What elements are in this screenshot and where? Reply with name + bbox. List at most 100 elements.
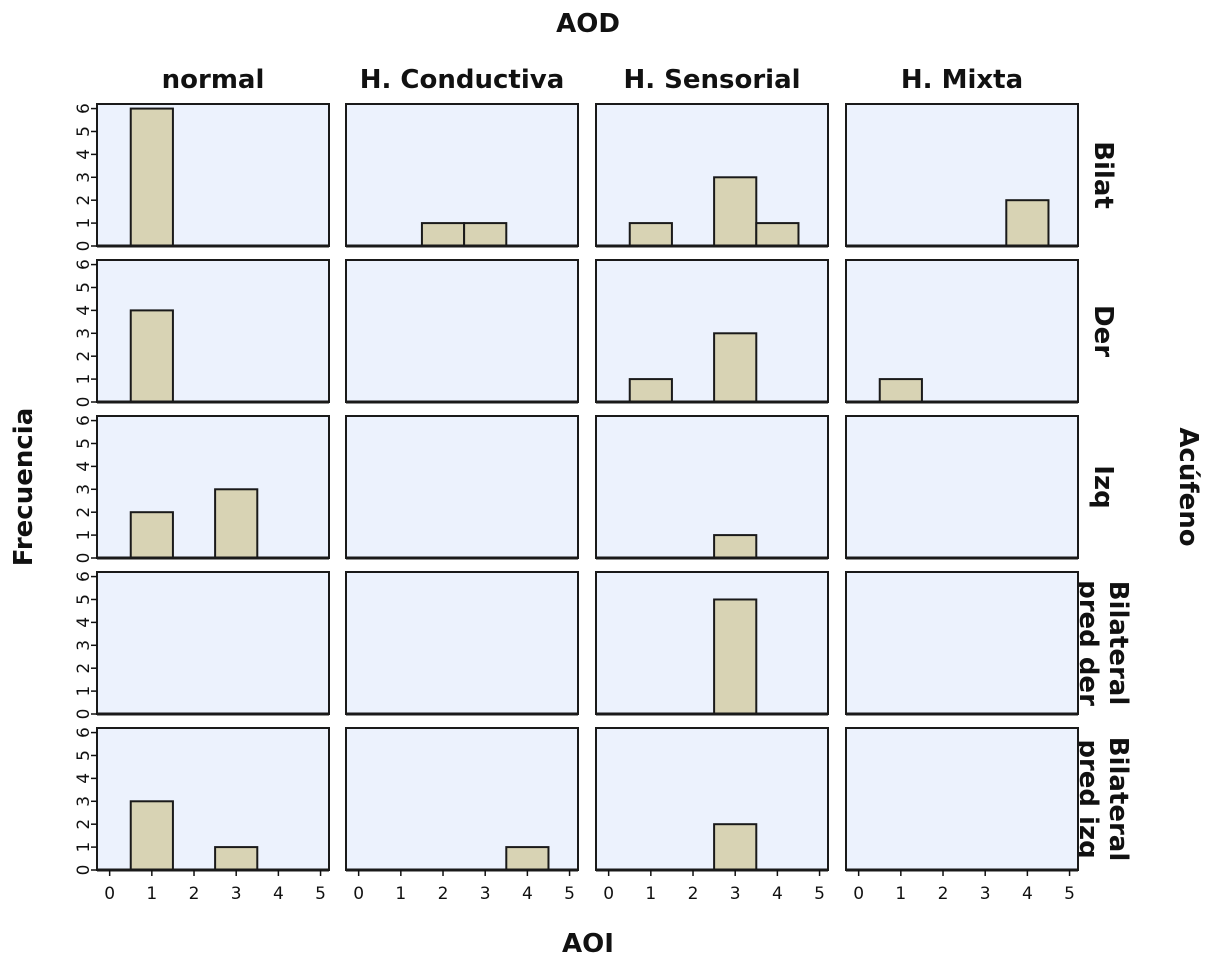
y-tick-label: 3 <box>74 484 94 495</box>
y-tick-label: 0 <box>74 553 94 564</box>
y-axis-label: Frecuencia <box>9 408 39 567</box>
y-tick-label: 1 <box>74 374 94 385</box>
x-tick-label: 1 <box>146 884 157 904</box>
column-strip-label: H. Sensorial <box>623 65 800 95</box>
x-tick-label: 5 <box>564 884 575 904</box>
x-tick-label: 1 <box>645 884 656 904</box>
bar <box>505 846 550 872</box>
y-tick-label: 4 <box>74 461 94 472</box>
y-tick-label: 6 <box>74 103 94 114</box>
y-tick-label: 1 <box>74 842 94 853</box>
x-tick-label: 0 <box>353 884 364 904</box>
y-tick-label: 6 <box>74 259 94 270</box>
y-tick-label: 1 <box>74 530 94 541</box>
panel-background <box>845 571 1079 715</box>
y-tick-label: 0 <box>74 241 94 252</box>
x-tick-label: 2 <box>438 884 449 904</box>
panel-grid: normal H. Conductiva H. Sensorial H. Mixta B… <box>74 65 1133 904</box>
y-tick-label: 3 <box>74 796 94 807</box>
panel-background <box>845 727 1079 871</box>
y-tick-label: 1 <box>74 686 94 697</box>
bar <box>129 309 174 403</box>
bar <box>713 534 758 560</box>
y-tick-label: 4 <box>74 617 94 628</box>
row-facet-title: Acúfeno <box>1173 427 1203 546</box>
bar <box>713 176 758 248</box>
x-tick-label: 3 <box>980 884 991 904</box>
x-tick-label: 0 <box>104 884 115 904</box>
y-tick-label: 5 <box>74 750 94 761</box>
y-tick-label: 2 <box>74 663 94 674</box>
x-tick-label: 4 <box>1022 884 1033 904</box>
y-tick-label: 0 <box>74 397 94 408</box>
panel-background <box>345 415 579 559</box>
bar <box>628 378 673 403</box>
y-tick-label: 3 <box>74 172 94 183</box>
x-tick-label: 0 <box>853 884 864 904</box>
bar <box>713 598 758 716</box>
panel-background <box>595 571 829 715</box>
bar <box>1005 199 1050 247</box>
bar <box>713 823 758 871</box>
y-tick-label: 3 <box>74 328 94 339</box>
row-strip-label: Der <box>1088 305 1118 357</box>
row-strip-label: Izq <box>1088 465 1118 508</box>
x-tick-label: 4 <box>772 884 783 904</box>
bar <box>129 800 174 872</box>
y-tick-label: 5 <box>74 282 94 293</box>
bar <box>129 511 174 559</box>
y-tick-label: 2 <box>74 195 94 206</box>
x-tick-label: 2 <box>688 884 699 904</box>
column-strip-label: H. Conductiva <box>360 65 565 95</box>
y-tick-label: 6 <box>74 415 94 426</box>
x-axis-label: AOI <box>562 929 614 958</box>
y-tick-label: 1 <box>74 218 94 229</box>
y-tick-label: 4 <box>74 305 94 316</box>
x-tick-label: 4 <box>273 884 284 904</box>
x-tick-label: 3 <box>480 884 491 904</box>
bar <box>420 222 466 247</box>
x-tick-label: 1 <box>895 884 906 904</box>
x-tick-label: 0 <box>603 884 614 904</box>
y-tick-label: 0 <box>74 865 94 876</box>
bar <box>755 222 800 247</box>
y-tick-label: 6 <box>74 727 94 738</box>
x-tick-label: 3 <box>231 884 242 904</box>
y-tick-label: 2 <box>74 507 94 518</box>
x-tick-label: 5 <box>315 884 326 904</box>
x-tick-label: 2 <box>938 884 949 904</box>
x-tick-label: 1 <box>395 884 406 904</box>
y-tick-label: 6 <box>74 571 94 582</box>
chart-title: AOD <box>556 9 620 39</box>
bar <box>214 488 259 559</box>
panel-background <box>96 571 330 715</box>
row-strip-label: Bilateral <box>1103 581 1133 706</box>
y-tick-label: 2 <box>74 351 94 362</box>
bar <box>713 332 758 403</box>
row-strip-label: Bilateral <box>1103 737 1133 862</box>
x-tick-label: 5 <box>814 884 825 904</box>
column-strip-label: normal <box>162 65 265 95</box>
bar <box>628 222 673 247</box>
y-tick-label: 4 <box>74 773 94 784</box>
x-tick-label: 2 <box>189 884 200 904</box>
column-strip-label: H. Mixta <box>901 65 1023 95</box>
y-tick-label: 4 <box>74 149 94 160</box>
y-tick-label: 5 <box>74 126 94 137</box>
row-strip-label: Bilat <box>1088 141 1118 209</box>
x-tick-label: 5 <box>1064 884 1075 904</box>
y-tick-label: 5 <box>74 438 94 449</box>
x-tick-label: 3 <box>730 884 741 904</box>
panel-background <box>845 415 1079 559</box>
y-tick-label: 5 <box>74 594 94 605</box>
x-tick-label: 4 <box>522 884 533 904</box>
y-tick-label: 3 <box>74 640 94 651</box>
y-tick-label: 0 <box>74 709 94 720</box>
panel-background <box>595 415 829 559</box>
bar <box>463 222 508 247</box>
y-tick-label: 2 <box>74 819 94 830</box>
panel-background <box>595 727 829 871</box>
bar <box>214 846 259 872</box>
bar <box>878 378 923 403</box>
